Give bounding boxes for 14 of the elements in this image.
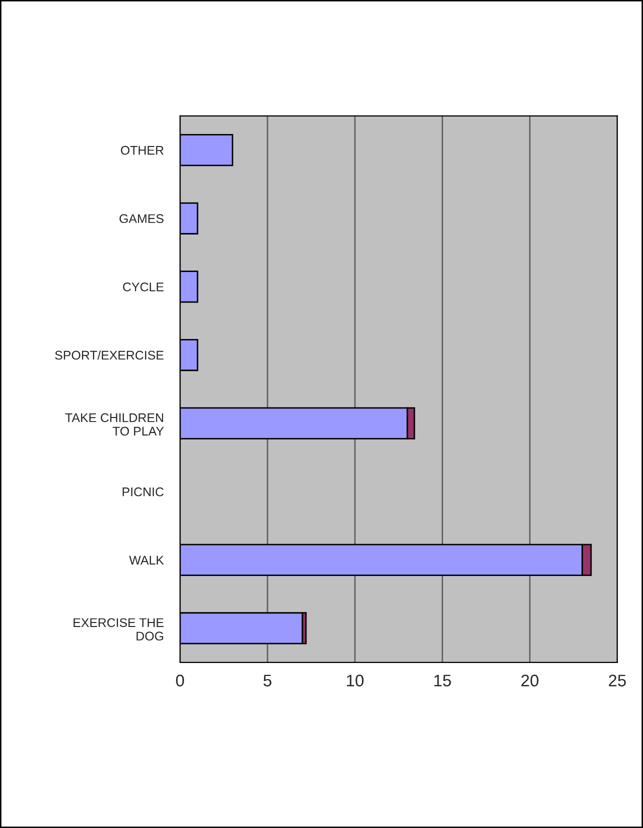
y-tick-label: OTHER <box>120 146 164 155</box>
x-tick-label: 0 <box>176 674 184 686</box>
y-tick-label: GAMES <box>120 214 164 224</box>
y-tick-label: TAKE CHILDREN TO PLAY <box>65 413 164 436</box>
x-tick-label: 20 <box>521 674 538 686</box>
y-tick-label: CYCLE <box>123 282 164 292</box>
y-tick-label: PICNIC <box>122 487 164 496</box>
y-tick-label: EXERCISE THE DOG <box>74 618 164 641</box>
x-tick-label: 10 <box>346 674 364 686</box>
x-tick-label: 15 <box>434 674 451 686</box>
x-tick-label: 25 <box>608 674 626 686</box>
y-tick-label: WALK <box>129 556 164 564</box>
y-tick-label: SPORT/EXERCISE <box>55 350 164 360</box>
x-tick-label: 5 <box>264 674 272 686</box>
